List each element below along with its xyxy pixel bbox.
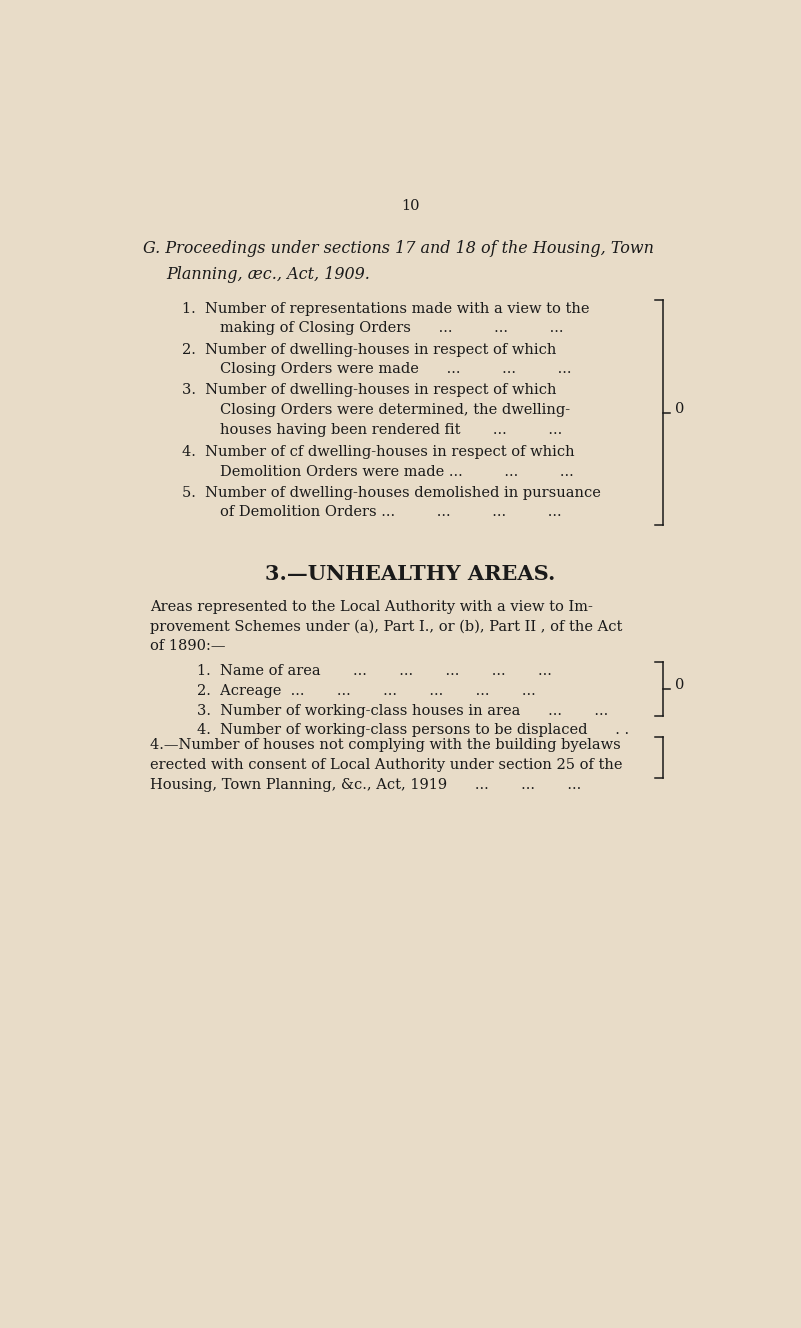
Text: Areas represented to the Local Authority with a view to Im-: Areas represented to the Local Authority… (151, 600, 594, 614)
Text: Housing, Town Planning, &c., Act, 1919      ...       ...       ...: Housing, Town Planning, &c., Act, 1919 .… (151, 778, 582, 791)
Text: of Demolition Orders ...         ...         ...         ...: of Demolition Orders ... ... ... ... (220, 506, 562, 519)
Text: G. Proceedings under sections 17 and 18 of the Housing, Town: G. Proceedings under sections 17 and 18 … (143, 240, 654, 258)
Text: Demolition Orders were made ...         ...         ...: Demolition Orders were made ... ... ... (220, 465, 574, 478)
Text: 4.—Number of houses not complying with the building byelaws: 4.—Number of houses not complying with t… (151, 738, 622, 753)
Text: Closing Orders were made      ...         ...         ...: Closing Orders were made ... ... ... (220, 363, 572, 376)
Text: of 1890:—: of 1890:— (151, 639, 226, 653)
Text: 1.  Name of area       ...       ...       ...       ...       ...: 1. Name of area ... ... ... ... ... (197, 664, 552, 679)
Text: 3.  Number of working-class houses in area      ...       ...: 3. Number of working-class houses in are… (197, 704, 608, 717)
Text: Planning, æc., Act, 1909.: Planning, æc., Act, 1909. (166, 266, 370, 283)
Text: provement Schemes under (a), Part I., or (b), Part II , of the Act: provement Schemes under (a), Part I., or… (151, 619, 623, 633)
Text: making of Closing Orders      ...         ...         ...: making of Closing Orders ... ... ... (220, 321, 564, 336)
Text: 5.  Number of dwelling-houses demolished in pursuance: 5. Number of dwelling-houses demolished … (182, 486, 601, 499)
Text: 3.—UNHEALTHY AREAS.: 3.—UNHEALTHY AREAS. (265, 563, 556, 583)
Text: 1.  Number of representations made with a view to the: 1. Number of representations made with a… (182, 301, 589, 316)
Text: 10: 10 (401, 199, 420, 214)
Text: 2.  Number of dwelling-houses in respect of which: 2. Number of dwelling-houses in respect … (182, 343, 556, 357)
Text: erected with consent of Local Authority under section 25 of the: erected with consent of Local Authority … (151, 758, 623, 772)
Text: 0: 0 (675, 402, 685, 416)
Text: 3.  Number of dwelling-houses in respect of which: 3. Number of dwelling-houses in respect … (182, 384, 556, 397)
Text: 0: 0 (675, 679, 685, 692)
Text: 4.  Number of working-class persons to be displaced      . .: 4. Number of working-class persons to be… (197, 724, 629, 737)
Text: houses having been rendered fit       ...         ...: houses having been rendered fit ... ... (220, 422, 562, 437)
Text: Closing Orders were determined, the dwelling-: Closing Orders were determined, the dwel… (220, 404, 570, 417)
Text: 2.  Acreage  ...       ...       ...       ...       ...       ...: 2. Acreage ... ... ... ... ... ... (197, 684, 536, 699)
Text: 4.  Number of cf dwelling-houses in respect of which: 4. Number of cf dwelling-houses in respe… (182, 445, 574, 459)
